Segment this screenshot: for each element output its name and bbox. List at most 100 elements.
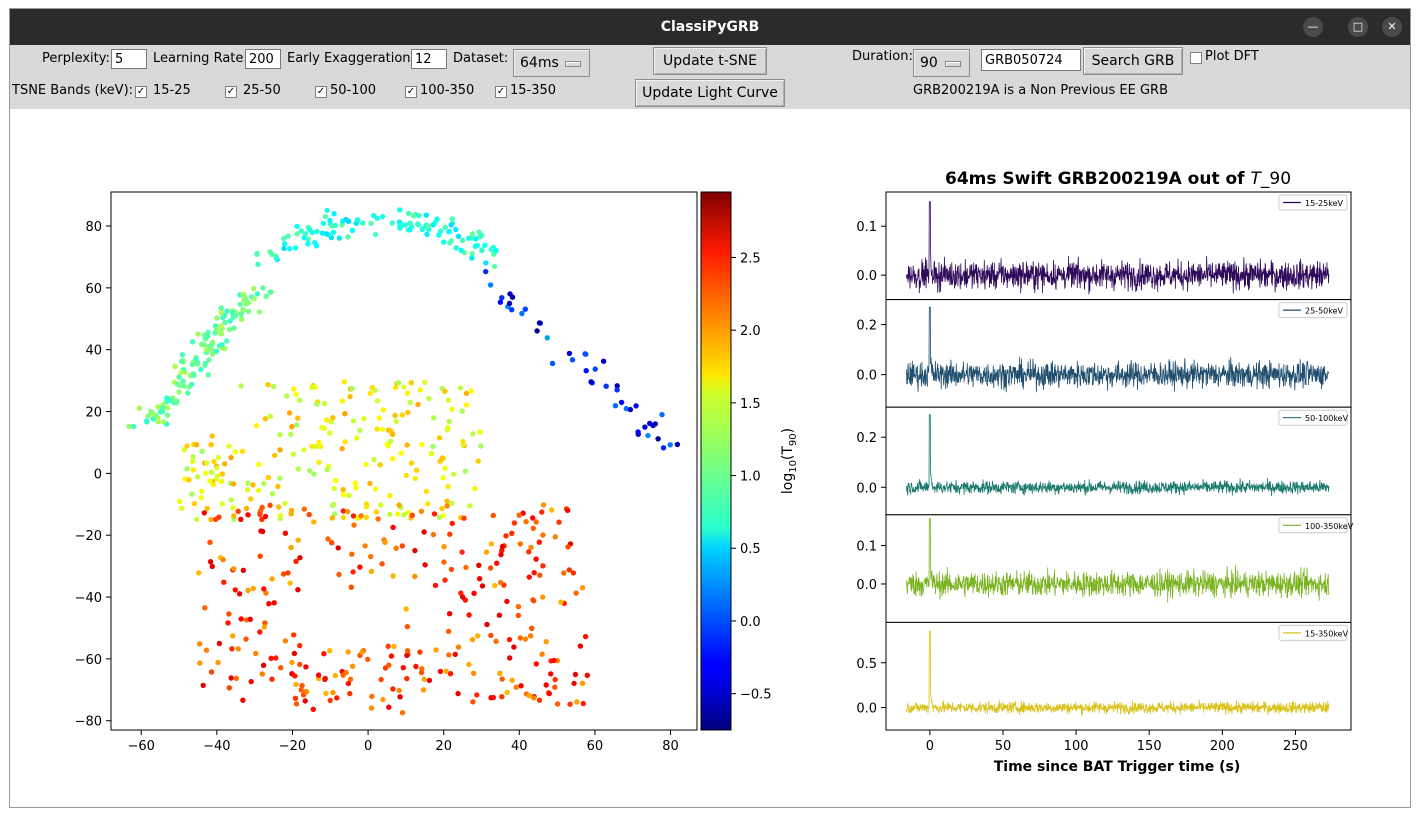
scatter-point <box>261 480 267 487</box>
scatter-point <box>476 229 482 235</box>
scatter-point <box>238 316 245 322</box>
light-curve-panel-50-100keV: 0.2 0.0 50-100keV <box>856 406 1352 516</box>
scatter-point <box>388 653 395 659</box>
duration-select[interactable]: 90 <box>913 49 970 77</box>
y-tick-label: −60 <box>75 653 102 668</box>
scatter-point <box>442 465 448 472</box>
legend-box <box>1278 624 1348 641</box>
scatter-point <box>296 397 303 403</box>
scatter-point <box>460 594 466 600</box>
colorbar-label: log10(T90) <box>780 428 799 494</box>
learning-rate-input[interactable] <box>245 49 281 69</box>
scatter-point <box>224 308 230 314</box>
legend-box <box>1278 302 1348 319</box>
scatter-point <box>548 671 554 677</box>
update-light-curve-button[interactable]: Update Light Curve <box>635 79 785 107</box>
scatter-point <box>254 291 261 297</box>
scatter-point <box>205 372 211 378</box>
scatter-point <box>294 231 300 237</box>
perplexity-input[interactable] <box>111 49 147 69</box>
dataset-select[interactable]: 64ms <box>513 49 590 77</box>
scatter-point <box>540 532 546 538</box>
scatter-point <box>459 408 465 414</box>
scatter-point <box>470 670 477 676</box>
scatter-point <box>181 383 187 389</box>
scatter-point <box>297 555 303 561</box>
maximize-icon[interactable]: □ <box>1348 17 1368 37</box>
scatter-point <box>371 457 377 463</box>
scatter-point <box>178 505 185 511</box>
grb-search-input[interactable] <box>981 49 1081 71</box>
scatter-point <box>289 659 295 666</box>
scatter-point <box>425 223 432 229</box>
scatter-point <box>463 390 470 397</box>
light-curve-xlabel: Time since BAT Trigger time (s) <box>994 759 1241 775</box>
scatter-point <box>421 676 427 682</box>
tsne-points <box>126 207 681 716</box>
update-tsne-button[interactable]: Update t-SNE <box>653 47 767 75</box>
scatter-point <box>292 695 299 701</box>
scatter-point <box>540 563 546 569</box>
scatter-point <box>561 570 567 576</box>
scatter-point <box>165 405 171 411</box>
search-grb-button[interactable]: Search GRB <box>1083 47 1183 75</box>
scatter-point <box>652 421 658 427</box>
scatter-point <box>533 661 539 667</box>
scatter-point <box>573 590 579 596</box>
scatter-point <box>256 461 262 468</box>
scatter-point <box>321 400 328 407</box>
scatter-point <box>194 516 200 522</box>
scatter-point <box>298 687 304 693</box>
scatter-point <box>423 212 429 218</box>
scatter-point <box>225 620 231 626</box>
close-icon[interactable]: ✕ <box>1382 17 1402 37</box>
scatter-point <box>391 643 397 650</box>
scatter-point <box>368 568 375 575</box>
minimize-icon[interactable]: — <box>1303 17 1323 37</box>
scatter-point <box>295 415 301 421</box>
scatter-point <box>614 387 620 393</box>
scatter-point <box>174 381 181 387</box>
scatter-point <box>307 468 313 474</box>
scatter-point <box>329 515 335 521</box>
x-tick-label: −20 <box>279 739 306 754</box>
scatter-point <box>226 326 233 333</box>
scatter-point <box>235 646 241 652</box>
y-tick-label: 0.0 <box>856 481 877 496</box>
scatter-point <box>209 433 215 439</box>
scatter-point <box>667 442 673 448</box>
scatter-point <box>250 585 256 592</box>
scatter-point <box>398 450 404 456</box>
scatter-point <box>536 320 543 326</box>
scatter-point <box>302 231 308 237</box>
scatter-point <box>579 585 586 591</box>
scatter-point <box>490 512 496 519</box>
scatter-point <box>256 309 263 315</box>
scatter-point <box>530 597 536 603</box>
scatter-point <box>191 372 197 378</box>
scatter-point <box>350 513 357 519</box>
scatter-point <box>218 478 224 484</box>
scatter-point <box>321 651 327 657</box>
band-checkbox-25-50[interactable]: ✓ <box>225 86 237 98</box>
scatter-point <box>408 380 414 386</box>
scatter-point <box>270 383 277 389</box>
band-checkbox-50-100[interactable]: ✓ <box>315 86 327 98</box>
scatter-point <box>293 391 299 397</box>
scatter-point <box>204 333 211 339</box>
scatter-point <box>262 513 269 520</box>
scatter-point <box>418 508 425 514</box>
scatter-point <box>202 360 208 367</box>
scatter-point <box>527 633 534 639</box>
scatter-point <box>399 222 405 228</box>
scatter-point <box>330 501 337 508</box>
band-checkbox-15-350[interactable]: ✓ <box>495 86 507 98</box>
early-exaggeration-input[interactable] <box>411 49 447 69</box>
band-checkbox-100-350[interactable]: ✓ <box>405 86 417 98</box>
scatter-point <box>375 516 381 522</box>
scatter-point <box>389 220 395 226</box>
scatter-point <box>369 693 375 700</box>
scatter-point <box>130 423 137 430</box>
plot-dft-checkbox[interactable] <box>1190 52 1202 64</box>
band-checkbox-15-25[interactable]: ✓ <box>135 86 147 98</box>
